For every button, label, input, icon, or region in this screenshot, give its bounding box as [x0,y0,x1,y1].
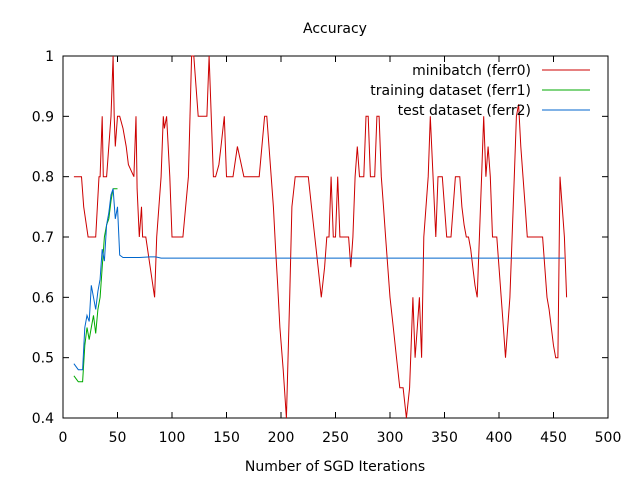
legend-label: minibatch (ferr0) [412,63,531,79]
y-tick-label: 1 [45,49,54,65]
legend: minibatch (ferr0) training dataset (ferr1… [370,63,590,119]
x-tick-label: 450 [540,430,567,446]
y-tick-label: 0.8 [32,170,54,186]
series-line-0 [73,55,568,419]
y-tick-label: 0.5 [32,351,54,367]
x-tick-label: 400 [486,430,513,446]
x-tick-label: 50 [109,430,127,446]
x-axis-ticks: 0 50 100 150 200 250 300 350 400 450 500 [59,56,622,446]
y-tick-label: 0.9 [32,109,54,125]
x-tick-label: 300 [377,430,404,446]
x-tick-label: 100 [159,430,186,446]
y-axis-ticks: 0.4 0.5 0.6 0.7 0.8 0.9 1 [32,49,608,427]
x-tick-label: 350 [431,430,458,446]
series-line-1 [73,188,118,383]
x-tick-label: 200 [268,430,295,446]
series-line-2 [73,188,565,371]
legend-label: training dataset (ferr1) [370,83,531,99]
x-tick-label: 500 [595,430,622,446]
x-tick-label: 250 [322,430,349,446]
y-tick-label: 0.7 [32,230,54,246]
y-tick-label: 0.4 [32,411,54,427]
x-axis-label: Number of SGD Iterations [245,459,425,475]
chart-title: Accuracy [303,21,367,37]
y-tick-label: 0.6 [32,290,54,306]
x-tick-label: 150 [213,430,240,446]
x-tick-label: 0 [59,430,68,446]
series-lines [73,55,568,419]
legend-label: test dataset (ferr2) [398,103,531,119]
